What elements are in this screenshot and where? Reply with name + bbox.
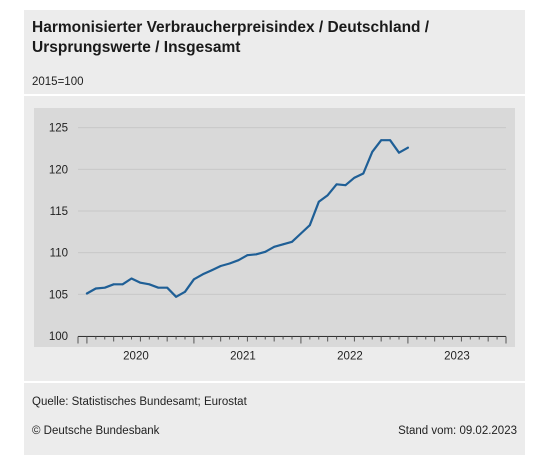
data-point <box>335 183 338 186</box>
data-point <box>130 277 133 280</box>
data-point <box>282 243 284 246</box>
data-point <box>380 139 383 142</box>
data-point <box>166 286 169 289</box>
data-point <box>389 139 391 142</box>
y-tick-label: 110 <box>50 248 68 260</box>
data-point <box>193 278 195 281</box>
data-point <box>291 240 293 243</box>
data-point <box>112 283 115 286</box>
y-tick-label: 120 <box>49 164 68 176</box>
unit-label: 2015=100 <box>32 76 84 88</box>
data-point <box>246 254 249 257</box>
data-point <box>308 224 311 227</box>
data-point <box>86 292 88 295</box>
x-year-label: 2022 <box>337 351 363 363</box>
data-point <box>201 273 204 276</box>
data-point <box>210 269 213 272</box>
data-point <box>353 176 356 179</box>
x-year-label: 2023 <box>444 351 470 363</box>
data-point <box>398 151 400 154</box>
source-note: Quelle: Statistisches Bundesamt; Eurosta… <box>32 396 247 408</box>
data-point <box>407 146 409 149</box>
data-point <box>175 295 177 298</box>
plot-background <box>34 108 515 347</box>
data-point <box>237 259 240 262</box>
data-point <box>228 262 231 265</box>
data-point <box>219 265 222 267</box>
data-point <box>371 150 374 153</box>
data-point <box>344 184 347 187</box>
data-point <box>103 286 106 289</box>
title-line-2: Ursprungswerte / Insgesamt <box>32 39 241 56</box>
stand-date: Stand vom: 09.02.2023 <box>398 425 517 437</box>
data-point <box>184 290 186 293</box>
y-tick-label: 100 <box>49 331 68 343</box>
data-point <box>273 245 276 248</box>
data-point <box>121 283 124 286</box>
data-point <box>317 200 320 203</box>
y-tick-label: 105 <box>49 289 68 301</box>
x-year-label: 2020 <box>123 351 149 363</box>
chart-header: Harmonisierter Verbraucherpreisindex / D… <box>24 10 525 94</box>
y-tick-label: 115 <box>50 206 68 218</box>
data-point <box>157 286 160 289</box>
line-chart: 100 105 110 115 120 125 2020 2021 2022 2023 <box>34 108 515 363</box>
data-point <box>148 283 151 286</box>
data-point <box>255 253 258 256</box>
data-point <box>362 172 365 175</box>
copyright-note: © Deutsche Bundesbank <box>32 425 160 437</box>
chart-frame: Harmonisierter Verbraucherpreisindex / D… <box>24 10 525 455</box>
y-tick-label: 125 <box>49 123 68 135</box>
data-point <box>300 232 302 235</box>
x-year-label: 2021 <box>230 351 256 363</box>
chart-footer: Quelle: Statistisches Bundesamt; Eurosta… <box>24 383 525 455</box>
data-point <box>94 287 97 290</box>
data-point <box>139 281 142 284</box>
title-line-1: Harmonisierter Verbraucherpreisindex / D… <box>32 19 430 36</box>
data-point <box>264 250 267 253</box>
chart-title: Harmonisierter Verbraucherpreisindex / D… <box>32 18 512 58</box>
data-point <box>326 194 329 197</box>
chart-area: 100 105 110 115 120 125 2020 2021 2022 2023 <box>24 96 525 381</box>
